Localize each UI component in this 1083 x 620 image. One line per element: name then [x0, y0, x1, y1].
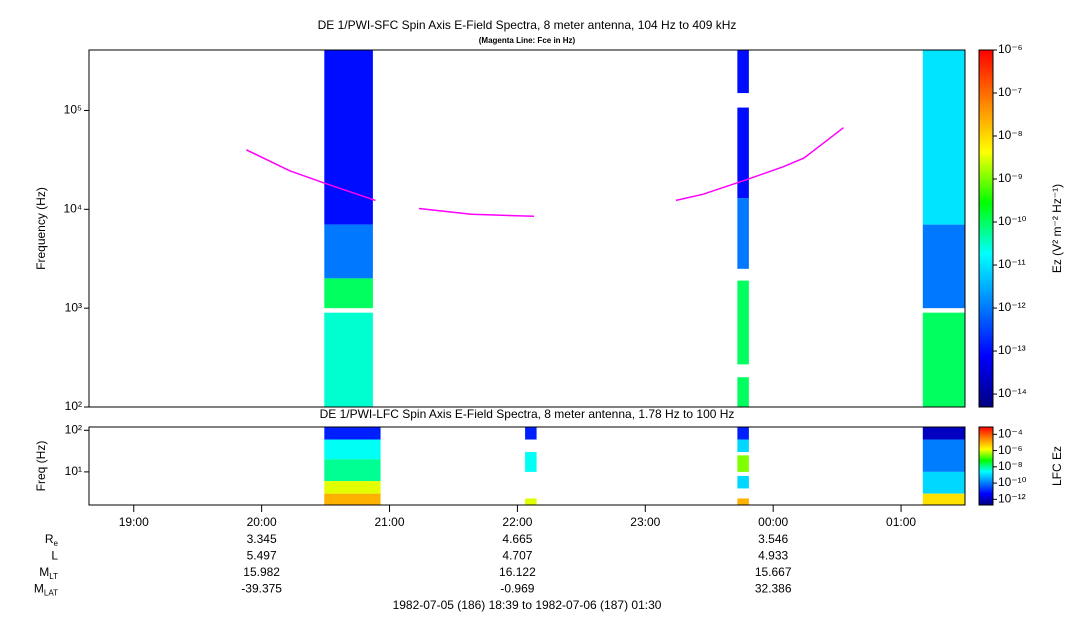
ephemeris-value: -39.375	[241, 582, 282, 596]
chart-title: DE 1/PWI-SFC Spin Axis E-Field Spectra, …	[318, 18, 737, 32]
ephemeris-value: 4.665	[502, 532, 532, 546]
x-tick-label: 23:00	[630, 515, 660, 529]
x-tick-label: 19:00	[119, 515, 149, 529]
colorbar	[978, 49, 994, 408]
spectrogram-cell	[737, 439, 749, 453]
spectrogram-cell	[922, 224, 965, 309]
spectrogram-cell	[737, 280, 749, 365]
spectrogram-cell	[737, 50, 749, 94]
ephemeris-value: 15.667	[755, 565, 792, 579]
spectrogram-cell	[737, 498, 749, 505]
x-tick-label: 20:00	[247, 515, 277, 529]
y-axis-label: Freq (Hz)	[34, 441, 48, 492]
ephemeris-label: MLAT	[34, 582, 58, 598]
ephemeris-label: Re	[45, 532, 59, 548]
plot-frame	[88, 49, 966, 408]
ephemeris-label: L	[51, 549, 58, 563]
plot-frame	[88, 426, 966, 506]
spectrogram-cell	[922, 439, 965, 472]
spectrogram-cell	[324, 439, 381, 460]
spectrogram-cell	[922, 50, 965, 225]
spectrogram-cell	[922, 493, 965, 505]
ephemeris-value: 3.345	[247, 532, 277, 546]
footer: 1982-07-05 (186) 18:39 to 1982-07-06 (18…	[393, 598, 662, 612]
spectrogram-cell	[922, 471, 965, 494]
colorbar-tick-label: 10⁻⁸	[998, 459, 1023, 473]
x-tick-label: 21:00	[375, 515, 405, 529]
colorbar-tick-label: 10⁻⁷	[998, 85, 1022, 99]
ephemeris-value: -0.969	[500, 582, 534, 596]
spectrogram-cell	[324, 278, 373, 309]
ephemeris-value: 15.982	[243, 565, 280, 579]
chart-subtitle: (Magenta Line: Fce in Hz)	[479, 36, 576, 45]
ephemeris-value: 3.546	[758, 532, 788, 546]
colorbar-tick-label: 10⁻⁶	[998, 42, 1023, 56]
colorbar-tick-label: 10⁻⁶	[998, 443, 1023, 457]
colorbar	[978, 426, 994, 506]
colorbar-label: LFC Ez	[1050, 446, 1064, 486]
ephemeris-value: 4.933	[758, 549, 788, 563]
spectrogram-cell	[324, 459, 381, 482]
colorbar-tick-label: 10⁻¹⁰	[998, 475, 1027, 489]
y-tick-label: 10³	[65, 300, 82, 314]
spectrogram-cell	[525, 427, 537, 440]
spectrogram-cell	[324, 427, 381, 440]
spectrogram-cell	[737, 377, 749, 407]
spectrogram-cell	[737, 475, 749, 489]
ephemeris-value: 4.707	[502, 549, 532, 563]
y-tick-label: 10²	[65, 422, 82, 436]
y-axis-label: Frequency (Hz)	[34, 187, 48, 270]
spectrogram-cell	[737, 107, 749, 199]
y-tick-label: 10²	[65, 399, 82, 413]
spectrogram-cell	[525, 452, 537, 472]
colorbar-tick-label: 10⁻⁸	[998, 128, 1023, 142]
spectrogram-cell	[737, 455, 749, 472]
colorbar-label: Ez (V² m⁻² Hz⁻¹)	[1050, 184, 1064, 273]
ephemeris-label-sub: e	[54, 539, 59, 548]
colorbar-tick-label: 10⁻¹²	[998, 491, 1026, 505]
ephemeris-label-main: M	[39, 565, 49, 579]
spectrogram-cell	[324, 312, 373, 407]
spectrogram-cell	[922, 427, 965, 440]
x-tick-label: 01:00	[886, 515, 916, 529]
colorbar-tick-label: 10⁻¹³	[998, 343, 1026, 357]
fce-line	[245, 127, 844, 218]
colorbar-tick-label: 10⁻¹¹	[998, 257, 1026, 271]
spectrogram-cell	[324, 493, 381, 505]
spectrogram-cell	[922, 312, 965, 407]
ephemeris-label-main: R	[45, 532, 54, 546]
spectrogram-cell	[324, 50, 373, 225]
spectrogram-cell	[324, 481, 381, 494]
chart-title: DE 1/PWI-LFC Spin Axis E-Field Spectra, …	[320, 407, 735, 421]
x-tick-label: 00:00	[758, 515, 788, 529]
colorbar-tick-label: 10⁻⁹	[998, 171, 1023, 185]
ephemeris-label-sub: LAT	[44, 589, 58, 598]
spectrogram-cell	[525, 498, 537, 505]
ephemeris-value: 5.497	[247, 549, 277, 563]
colorbar-tick-label: 10⁻¹²	[998, 300, 1026, 314]
ephemeris-label-main: M	[34, 582, 44, 596]
y-tick-label: 10¹	[65, 464, 82, 478]
x-tick-label: 22:00	[502, 515, 532, 529]
y-tick-label: 10⁴	[63, 201, 82, 215]
colorbar-tick-label: 10⁻¹⁴	[998, 386, 1027, 400]
colorbar-tick-label: 10⁻⁴	[998, 427, 1023, 441]
ephemeris-label: MLT	[39, 565, 58, 581]
colorbar-tick-label: 10⁻¹⁰	[998, 214, 1027, 228]
y-tick-label: 10⁵	[64, 103, 82, 117]
ephemeris-label-sub: LT	[49, 572, 58, 581]
ephemeris-label-main: L	[51, 549, 58, 563]
spectrogram-cell	[324, 224, 373, 279]
spectrogram-cell	[737, 427, 749, 440]
ephemeris-value: 16.122	[499, 565, 536, 579]
ephemeris-value: 32.386	[755, 582, 792, 596]
spectrogram-cell	[737, 198, 749, 269]
